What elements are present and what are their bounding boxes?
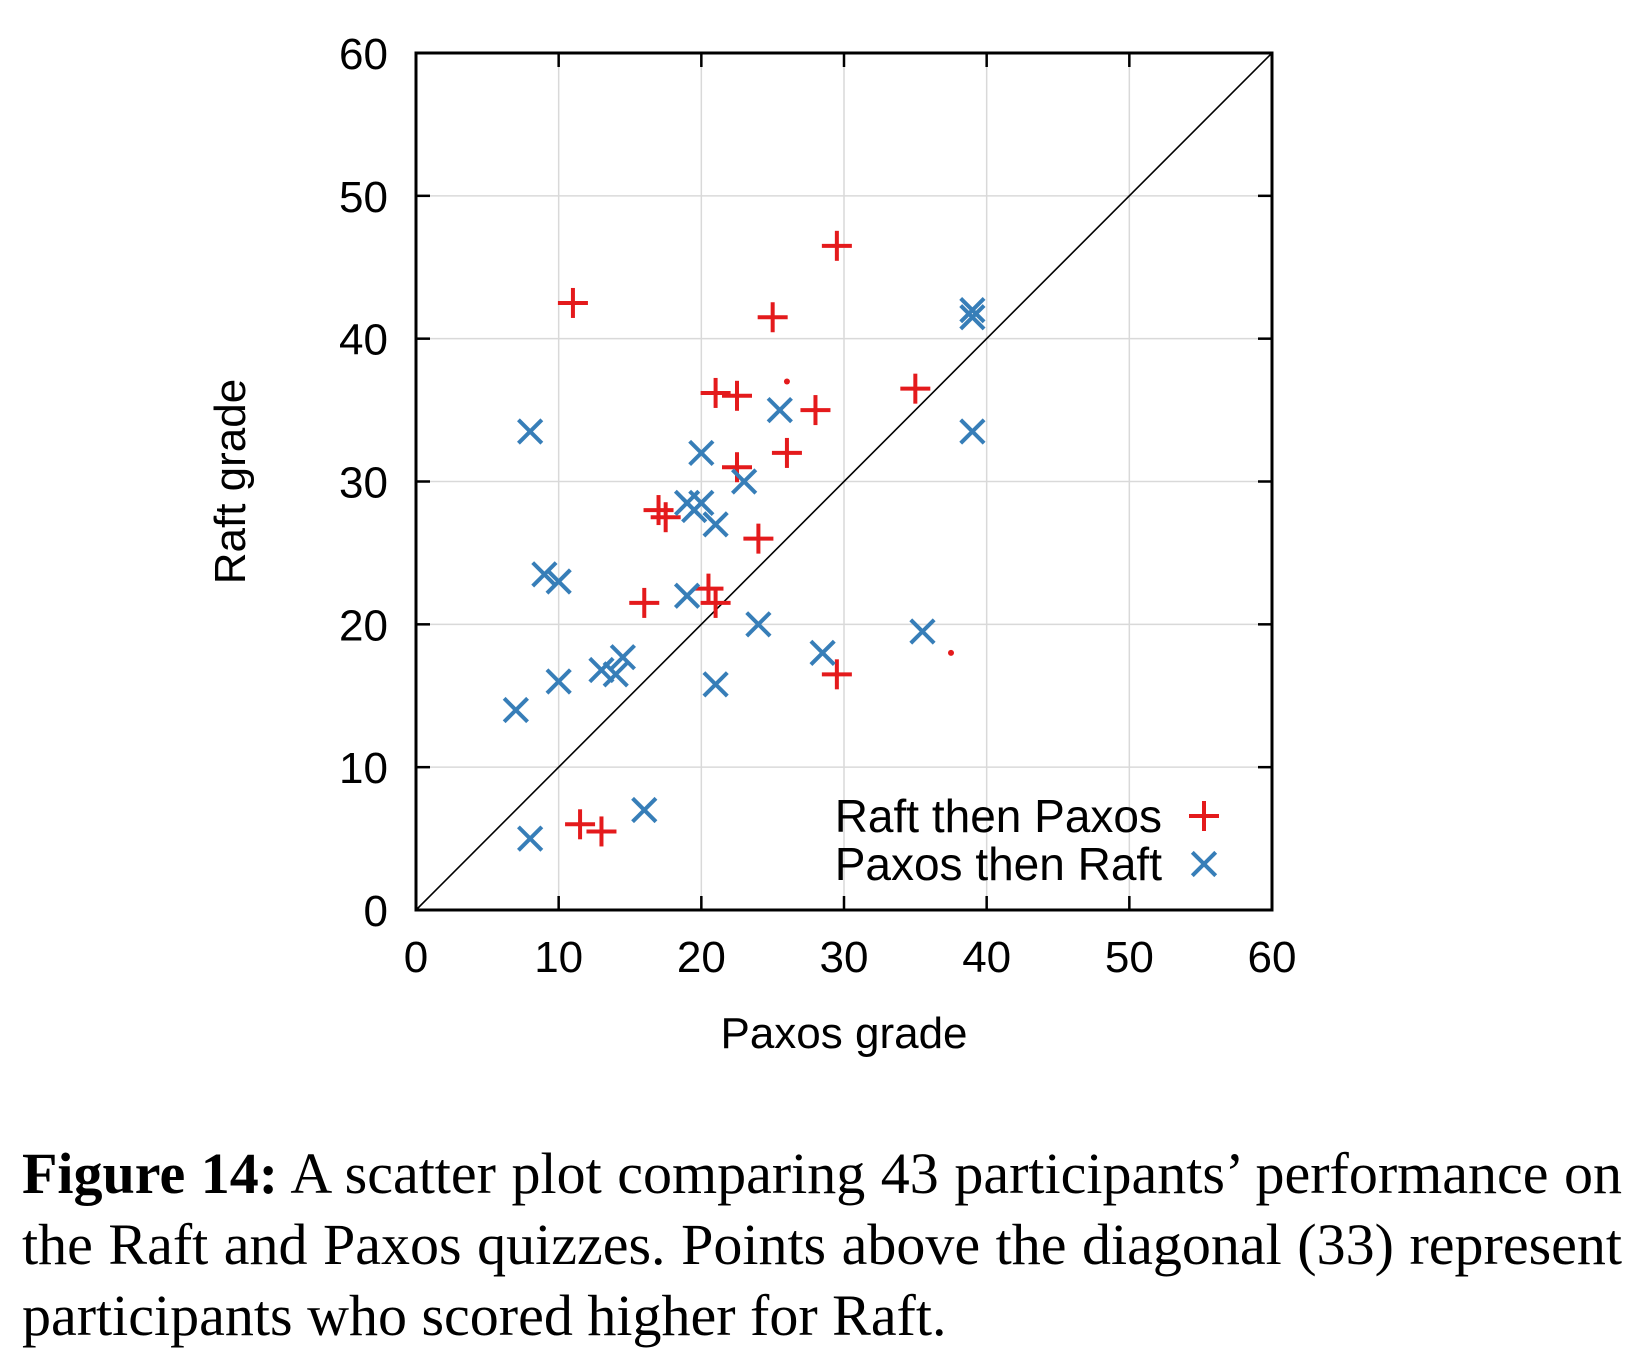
y-tick-label: 60 (339, 30, 388, 79)
data-point-cross (602, 661, 629, 688)
data-point-cross (959, 418, 986, 445)
data-point-cross (517, 825, 544, 852)
data-point-plus (650, 502, 681, 533)
data-point-cross (745, 611, 772, 638)
data-point-cross (681, 496, 708, 524)
x-tick-label: 40 (962, 933, 1011, 982)
y-tick-label: 30 (339, 459, 388, 508)
data-point-cross (909, 618, 936, 645)
figure-caption: Figure 14: A scatter plot comparing 43 p… (22, 1138, 1622, 1351)
data-point-plus (643, 495, 674, 526)
y-axis-title: Raft grade (206, 379, 255, 584)
data-point-plus (821, 230, 852, 261)
data-point-dot (948, 649, 954, 656)
x-tick-label: 10 (534, 933, 583, 982)
data-point-plus (771, 437, 802, 468)
y-tick-label: 10 (339, 744, 388, 793)
scatter-chart: 0 10 20 30 40 50 60 0 10 20 30 40 50 60 Paxos grade R… (206, 30, 1296, 1058)
y-tick-label: 20 (339, 601, 388, 650)
data-point-plus (629, 587, 660, 618)
legend-cross-icon (1190, 850, 1218, 878)
data-point-cross (702, 671, 729, 698)
data-point-plus (693, 573, 724, 604)
data-point-plus (700, 587, 731, 618)
x-tick-label: 50 (1105, 933, 1154, 982)
x-tick-label: 60 (1248, 933, 1297, 982)
data-point-cross (731, 468, 758, 495)
data-point-cross (809, 639, 836, 667)
legend-label-paxos-then-raft: Paxos then Raft (835, 838, 1163, 890)
plot-frame (414, 51, 1274, 912)
legend-label-raft-then-paxos: Raft then Paxos (835, 790, 1162, 842)
caption-label: Figure 14: (22, 1141, 279, 1206)
data-point-plus (743, 523, 774, 554)
data-point-cross (766, 396, 793, 424)
y-tick-label: 0 (364, 887, 388, 936)
diagonal-line (415, 52, 1273, 911)
data-point-plus (900, 373, 931, 404)
legend-plus-icon (1189, 801, 1219, 831)
data-point-plus (565, 809, 596, 840)
data-point-cross (517, 418, 544, 445)
data-point-plus (722, 380, 752, 411)
data-point-plus (757, 302, 788, 333)
data-point-cross (531, 561, 558, 588)
data-point-cross (545, 568, 572, 595)
data-point-plus (800, 395, 831, 426)
data-point-plus (586, 816, 617, 847)
data-point-plus (557, 287, 588, 318)
data-point-plus (700, 377, 731, 408)
x-tick-label: 20 (677, 933, 726, 982)
y-tick-label: 50 (339, 173, 388, 222)
data-point-plus (722, 452, 752, 483)
data-point-cross (631, 796, 658, 824)
x-tick-label: 30 (820, 933, 869, 982)
data-point-cross (673, 582, 701, 609)
data-point-cross (502, 696, 529, 724)
tick-labels: 0 10 20 30 40 50 60 0 10 20 30 40 50 60 (339, 30, 1296, 982)
data-point-cross (959, 304, 986, 331)
data-points (502, 230, 986, 852)
caption-text: A scatter plot comparing 43 participants… (22, 1141, 1623, 1348)
x-axis-title: Paxos grade (720, 1009, 967, 1058)
data-point-cross (545, 668, 572, 695)
data-point-plus (821, 659, 852, 690)
data-point-cross (588, 656, 615, 684)
data-point-cross (609, 644, 636, 671)
y-tick-label: 40 (339, 316, 388, 365)
legend: Raft then Paxos Paxos then Raft (835, 790, 1219, 890)
data-point-cross (688, 439, 715, 467)
data-point-cross (702, 511, 729, 538)
x-tick-label: 0 (404, 933, 428, 982)
data-point-cross (959, 296, 986, 324)
data-point-dot (783, 378, 790, 385)
